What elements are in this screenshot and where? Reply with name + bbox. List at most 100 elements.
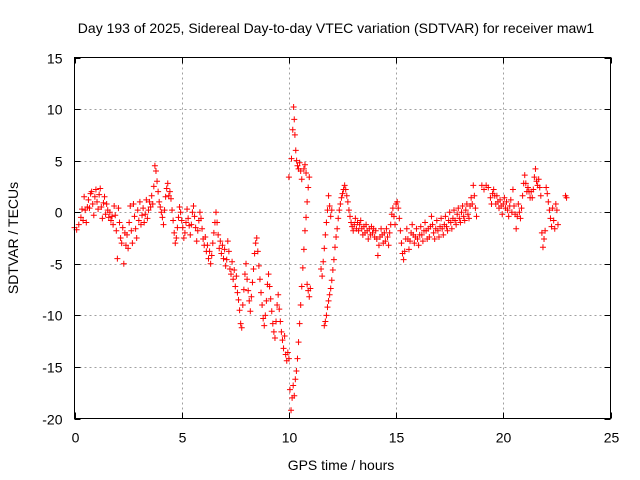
- data-point: [516, 209, 523, 216]
- data-point: [106, 209, 113, 216]
- data-point: [382, 238, 389, 245]
- x-axis-label: GPS time / hours: [288, 457, 395, 473]
- data-point: [180, 235, 187, 241]
- data-point: [547, 215, 554, 222]
- data-point: [221, 246, 228, 253]
- data-point: [193, 238, 200, 245]
- data-point: [271, 335, 278, 342]
- data-point: [551, 225, 558, 232]
- data-point: [151, 162, 158, 169]
- data-point: [514, 213, 521, 220]
- data-point: [417, 223, 424, 230]
- data-point: [161, 207, 168, 214]
- data-point: [247, 308, 254, 315]
- data-point: [372, 227, 379, 234]
- data-point: [192, 224, 199, 231]
- data-point: [263, 297, 270, 304]
- data-point: [288, 155, 295, 162]
- data-point: [174, 224, 181, 231]
- data-point: [411, 240, 418, 247]
- data-point: [265, 271, 272, 278]
- data-point: [216, 245, 223, 252]
- data-point: [493, 192, 500, 199]
- data-point: [326, 291, 333, 298]
- data-point: [329, 266, 336, 273]
- data-point: [88, 188, 95, 195]
- data-point: [156, 198, 163, 205]
- data-point: [395, 205, 402, 212]
- data-point: [327, 213, 334, 220]
- data-point: [115, 205, 122, 212]
- data-point: [394, 198, 401, 205]
- data-point: [524, 184, 531, 191]
- data-point: [378, 225, 385, 232]
- data-point: [300, 246, 307, 253]
- data-point: [499, 211, 506, 218]
- data-point: [144, 215, 151, 222]
- data-point: [99, 215, 106, 222]
- data-point: [157, 204, 164, 211]
- data-point: [136, 198, 143, 205]
- data-point: [92, 186, 99, 193]
- data-point: [268, 308, 275, 315]
- data-point: [176, 204, 183, 211]
- y-tick-label: 10: [47, 102, 63, 118]
- data-point: [113, 227, 120, 234]
- data-point: [163, 185, 170, 192]
- data-point: [122, 242, 129, 249]
- data-point: [237, 320, 244, 327]
- data-point: [468, 194, 475, 201]
- data-point: [278, 328, 285, 335]
- data-point: [297, 302, 304, 309]
- data-point: [77, 214, 84, 221]
- data-point: [293, 157, 300, 164]
- data-point: [167, 195, 174, 202]
- data-point: [293, 368, 300, 375]
- data-point: [276, 306, 283, 313]
- data-point: [116, 219, 123, 226]
- data-point: [187, 231, 194, 238]
- data-point: [409, 221, 416, 228]
- data-point: [154, 178, 161, 185]
- data-point: [563, 194, 570, 201]
- data-point: [469, 200, 476, 207]
- data-point: [286, 386, 293, 393]
- data-point: [219, 242, 226, 249]
- data-point: [110, 221, 117, 228]
- data-point: [181, 229, 188, 236]
- data-point: [127, 203, 134, 210]
- y-tick-label: -15: [42, 360, 62, 376]
- data-point: [299, 264, 306, 271]
- data-point: [189, 209, 196, 216]
- data-point: [256, 276, 263, 283]
- grid: [74, 57, 611, 419]
- data-point: [350, 227, 357, 234]
- data-point: [197, 215, 204, 222]
- data-point: [290, 104, 297, 111]
- x-tick-label: 0: [72, 430, 80, 446]
- data-point: [529, 194, 536, 201]
- data-point: [471, 192, 478, 199]
- data-point: [81, 193, 88, 200]
- data-point: [323, 219, 330, 226]
- data-point: [171, 229, 178, 236]
- data-point: [385, 242, 392, 249]
- data-point: [83, 219, 90, 226]
- data-point: [487, 194, 494, 201]
- data-point: [182, 219, 189, 226]
- data-point: [185, 215, 192, 222]
- x-tick-label: 10: [282, 430, 298, 446]
- data-point: [546, 207, 553, 214]
- data-point: [456, 215, 463, 222]
- data-point: [396, 215, 403, 222]
- data-point: [294, 162, 301, 169]
- data-point: [126, 219, 133, 226]
- data-point: [426, 233, 433, 240]
- data-point: [250, 265, 257, 272]
- data-point: [345, 207, 352, 214]
- data-point: [457, 219, 464, 226]
- data-point: [298, 176, 305, 183]
- data-point: [246, 297, 253, 304]
- data-point: [348, 219, 355, 226]
